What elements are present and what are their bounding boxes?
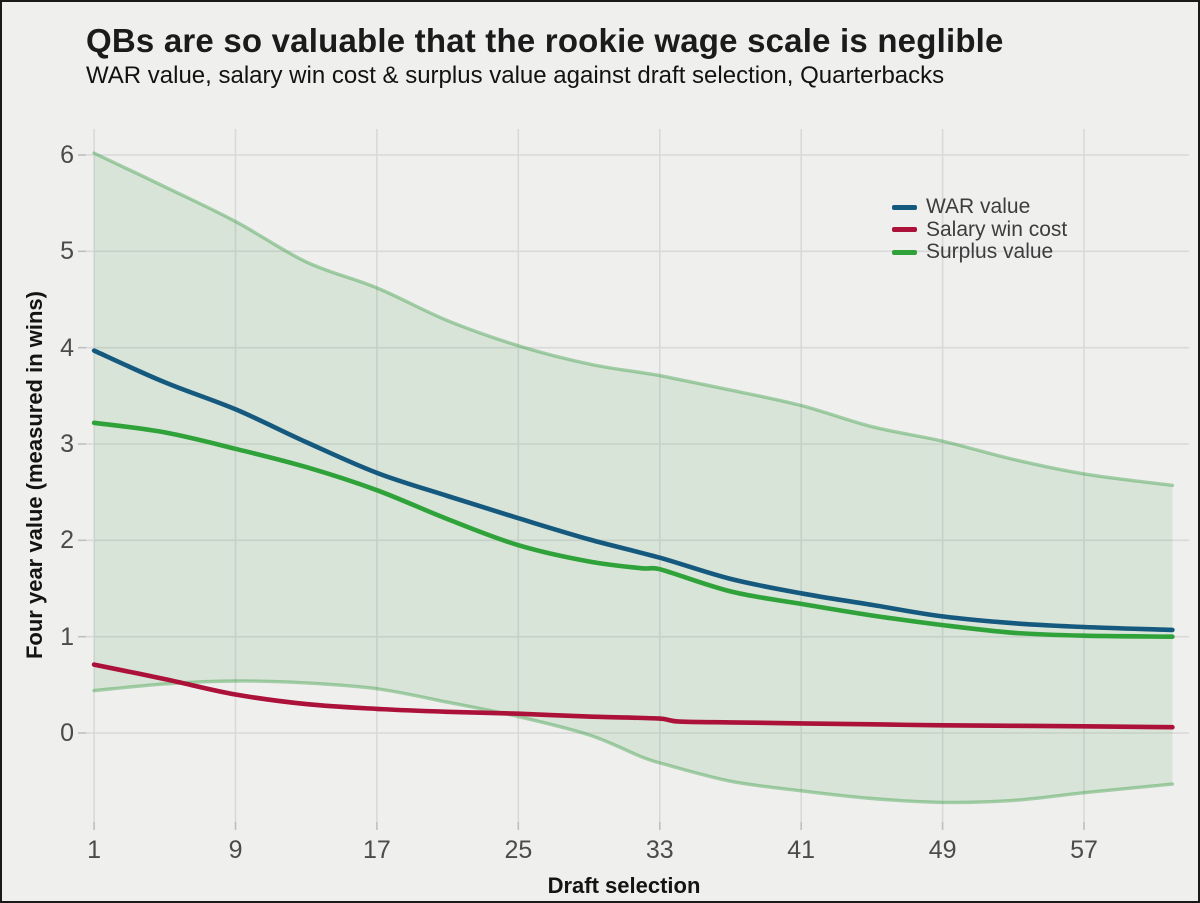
x-tick-label: 49 xyxy=(928,836,957,864)
series-line-salary-win-cost xyxy=(91,662,1175,730)
x-axis-title: Draft selection xyxy=(547,873,701,898)
y-tick-label: 6 xyxy=(60,141,74,169)
confidence-band-lower-edge xyxy=(92,679,1175,805)
x-tick-label: 41 xyxy=(787,836,816,864)
series-line-war-value xyxy=(91,348,1175,633)
x-tick-label: 25 xyxy=(504,836,533,864)
legend-swatch-surplus-value xyxy=(892,249,917,255)
confidence-band-fill xyxy=(94,153,1173,803)
x-tick-label: 17 xyxy=(363,836,391,864)
y-tick-label: 3 xyxy=(60,430,74,458)
legend-label: WAR value xyxy=(926,195,1031,219)
y-tick-label: 5 xyxy=(60,237,74,266)
legend-label: Surplus value xyxy=(926,240,1054,264)
legend-label: Salary win cost xyxy=(926,217,1068,241)
y-tick-label: 0 xyxy=(60,719,74,747)
chart-title: QBs are so valuable that the rookie wage… xyxy=(86,22,1004,59)
legend-swatch-salary-win-cost xyxy=(892,227,917,233)
chart-subtitle: WAR value, salary win cost & surplus val… xyxy=(86,62,945,89)
y-tick-label: 4 xyxy=(60,333,74,362)
series-line-surplus-value xyxy=(91,420,1175,639)
confidence-band-upper-edge xyxy=(92,151,1175,488)
chart-legend: WAR value Salary win cost Surplus value xyxy=(892,195,1068,264)
x-tick-label: 1 xyxy=(87,836,102,864)
legend-swatch-war-value xyxy=(892,204,917,210)
legend-item-surplus-value: Surplus value xyxy=(892,240,1067,264)
y-tick-label: 1 xyxy=(60,622,74,651)
x-tick-label: 57 xyxy=(1070,836,1098,864)
legend-item-war-value: WAR value xyxy=(892,195,1067,219)
x-tick-label: 33 xyxy=(645,836,674,864)
y-tick-label: 2 xyxy=(60,526,74,555)
legend-item-salary-win-cost: Salary win cost xyxy=(892,217,1068,242)
x-tick-label: 9 xyxy=(228,836,243,864)
